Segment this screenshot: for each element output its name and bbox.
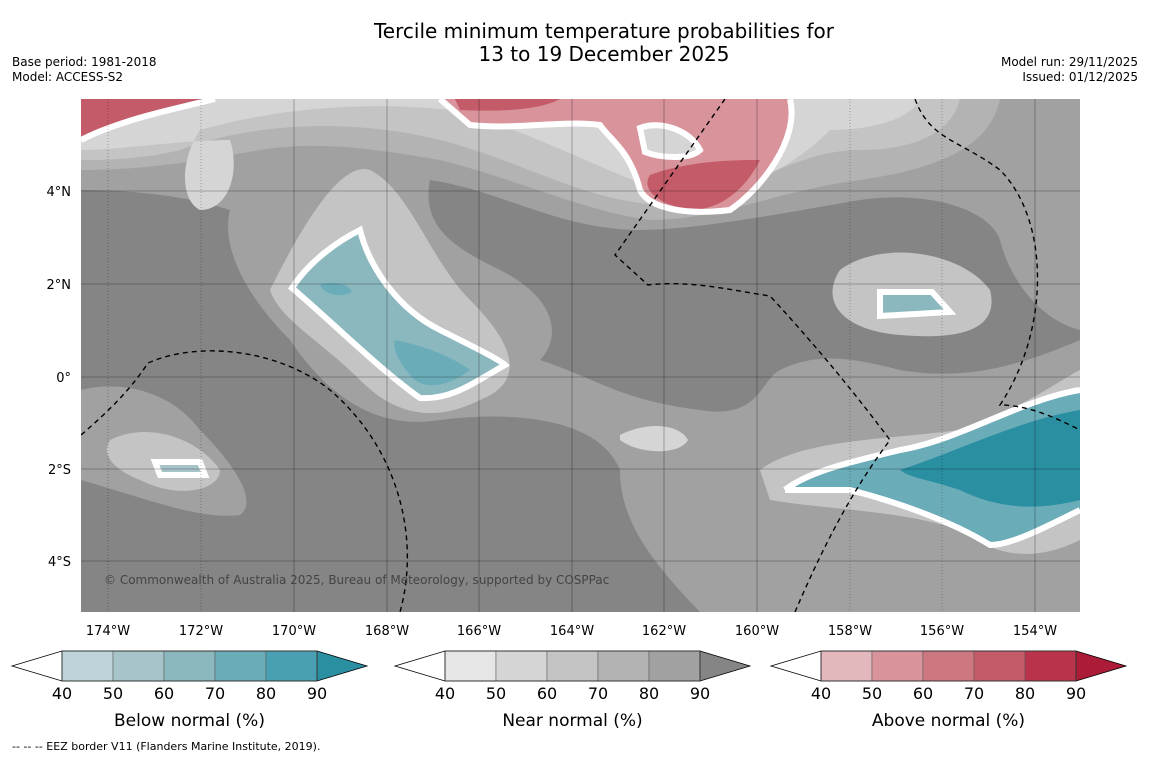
colorbar-label: Above normal (%) (872, 711, 1025, 731)
colorbar-tick: 80 (1015, 684, 1035, 703)
colorbar: 40 50 60 70 80 90 Above normal (%) (769, 650, 1128, 731)
above-normal-region (647, 160, 760, 210)
lon-tick: 162°W (642, 624, 686, 639)
colorbar-tick: 90 (1066, 684, 1086, 703)
colorbar-frame (820, 650, 1077, 682)
lon-axis: 174°W 172°W 170°W 168°W 166°W 164°W 162°… (86, 624, 1057, 639)
colorbar-segment (1024, 650, 1077, 682)
colorbar-segment (973, 650, 1026, 682)
meta-right: Model run: 29/11/2025 Issued: 01/12/2025 (1001, 55, 1138, 85)
colorbar-tick: 40 (52, 684, 72, 703)
lon-tick: 166°W (457, 624, 501, 639)
lon-tick: 174°W (86, 624, 130, 639)
colorbar-tick: 60 (913, 684, 933, 703)
chart-title: Tercile minimum temperature probabilitie… (0, 20, 1150, 66)
colorbar-segment (820, 650, 873, 682)
model-name: Model: ACCESS-S2 (12, 70, 124, 84)
colorbar-segment (546, 650, 599, 682)
lon-tick: 170°W (272, 624, 316, 639)
colorbar-tick: 80 (639, 684, 659, 703)
colorbar-tick: 70 (205, 684, 225, 703)
colorbar-tick: 40 (435, 684, 455, 703)
below-normal-region (155, 462, 205, 475)
colorbar-high-extend (316, 650, 369, 682)
colorbar-tick: 60 (154, 684, 174, 703)
colorbar-tick: 70 (588, 684, 608, 703)
colorbar-low-extend (769, 650, 822, 682)
colorbar: 40 50 60 70 80 90 Below normal (%) (10, 650, 369, 731)
graticule (81, 99, 1080, 612)
lon-tick: 172°W (179, 624, 223, 639)
colorbar-segment (495, 650, 548, 682)
colorbar-tick: 70 (964, 684, 984, 703)
colorbar-low-extend (393, 650, 446, 682)
colorbar-high-extend (1075, 650, 1128, 682)
map-area: © Commonwealth of Australia 2025, Bureau… (81, 99, 1080, 612)
lat-tick: 0° (56, 371, 71, 386)
below-normal-region (320, 282, 470, 386)
colorbar-tick: 50 (862, 684, 882, 703)
colorbar-tick: 60 (537, 684, 557, 703)
forty-percent-contours (81, 99, 1080, 549)
colorbar-frame (444, 650, 701, 682)
lon-tick: 158°W (828, 624, 872, 639)
colorbar-segment (61, 650, 114, 682)
above-normal-region (455, 99, 560, 111)
colorbar-tick: 90 (307, 684, 327, 703)
colorbar-segment (444, 650, 497, 682)
title-line-2: 13 to 19 December 2025 (478, 42, 730, 66)
issued-date: Issued: 01/12/2025 (1022, 70, 1138, 84)
colorbar-segment (922, 650, 975, 682)
colorbar-segment (265, 650, 318, 682)
colorbar-segment (648, 650, 701, 682)
colorbar-label: Near normal (%) (502, 711, 642, 731)
lat-tick: 2°N (47, 278, 72, 293)
lon-tick: 164°W (550, 624, 594, 639)
below-normal-region (292, 230, 500, 399)
lon-tick: 154°W (1013, 624, 1057, 639)
colorbar-high-extend (699, 650, 752, 682)
meta-left: Base period: 1981-2018 Model: ACCESS-S2 (12, 55, 157, 85)
colorbar-segment (871, 650, 924, 682)
colorbar-tick: 90 (690, 684, 710, 703)
colorbars: 40 50 60 70 80 90 Below normal (%) 40 50 60 70 80 90… (10, 650, 1128, 731)
colorbar-segment (597, 650, 650, 682)
title-line-1: Tercile minimum temperature probabilitie… (373, 19, 835, 43)
colorbar-tick: 80 (256, 684, 276, 703)
above-normal-region (81, 99, 215, 140)
colorbar: 40 50 60 70 80 90 Near normal (%) (393, 650, 752, 731)
lat-tick: 4°N (47, 185, 72, 200)
lon-tick: 156°W (920, 624, 964, 639)
model-run: Model run: 29/11/2025 (1000, 55, 1138, 69)
colorbar-segment (112, 650, 165, 682)
near-normal-region (620, 425, 688, 452)
eez-legend: -- -- -- EEZ border V11 (Flanders Marine… (12, 740, 321, 753)
colorbar-segment (163, 650, 216, 682)
colorbar-segment (214, 650, 267, 682)
lat-axis: 4°N 2°N 0° 2°S 4°S (47, 185, 72, 570)
lat-tick: 4°S (48, 555, 71, 570)
eez-border (81, 99, 1080, 612)
lat-tick: 2°S (48, 463, 71, 478)
colorbar-tick: 40 (811, 684, 831, 703)
lon-tick: 168°W (365, 624, 409, 639)
colorbar-label: Below normal (%) (114, 711, 265, 731)
colorbar-frame (61, 650, 318, 682)
below-normal-region (900, 410, 1080, 507)
base-period: Base period: 1981-2018 (12, 55, 157, 69)
colorbar-tick: 50 (486, 684, 506, 703)
colorbar-tick: 50 (103, 684, 123, 703)
lon-tick: 160°W (735, 624, 779, 639)
above-normal-region (640, 125, 700, 157)
colorbar-low-extend (10, 650, 63, 682)
copyright-text: © Commonwealth of Australia 2025, Bureau… (104, 573, 609, 587)
